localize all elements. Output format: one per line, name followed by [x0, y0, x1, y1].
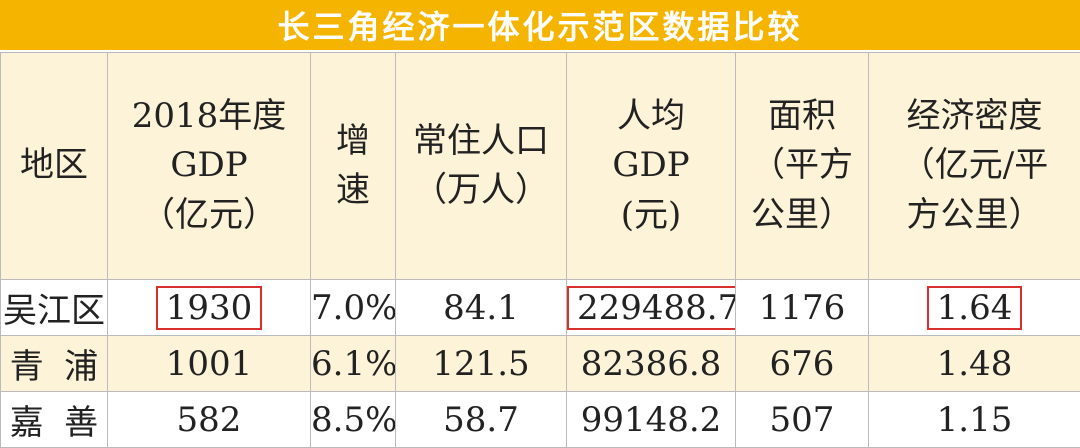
cell-text: 1176	[758, 287, 846, 328]
value-cell: 582	[107, 391, 311, 448]
value-cell: 1176	[735, 279, 869, 336]
cell-text: 嘉善	[9, 403, 98, 443]
header-cell: 地区	[0, 52, 108, 280]
cell-text: 99148.2	[580, 399, 722, 440]
header-cell: 2018年度 GDP （亿元）	[107, 52, 311, 280]
region-cell: 吴江区	[0, 279, 108, 336]
cell-text: 1001	[165, 343, 253, 384]
value-cell: 8.5%	[310, 391, 396, 448]
cell-text: 121.5	[432, 343, 530, 384]
header-line: GDP	[612, 145, 690, 186]
header-cell: 人均 GDP (元)	[566, 52, 736, 280]
data-row: 青浦 1001 6.1% 121.5 82386.8 676 1.48	[0, 335, 1080, 392]
cell-text: 507	[769, 399, 835, 440]
header-cell: 面积 （平方公里）	[735, 52, 869, 280]
value-cell: 1001	[107, 335, 311, 392]
value-cell: 229488.7	[566, 279, 736, 336]
cell-text: 1.64	[926, 285, 1023, 330]
value-cell: 507	[735, 391, 869, 448]
header-line: 面积	[768, 96, 836, 137]
cell-text: 582	[176, 399, 242, 440]
header-cell: 增速	[310, 52, 396, 280]
cell-text: 229488.7	[567, 285, 735, 330]
header-cell: 经济密度 （亿元/平方公里）	[868, 52, 1080, 280]
region-cell: 嘉善	[0, 391, 108, 448]
header-cell: 常住人口 （万人）	[395, 52, 567, 280]
value-cell: 99148.2	[566, 391, 736, 448]
value-cell: 1.64	[868, 279, 1080, 336]
cell-text: 7.0%	[311, 287, 396, 328]
data-table: 地区 2018年度 GDP （亿元）增速常住人口 （万人） 人均 GDP (元) 面积 （平方 公里…	[0, 52, 1080, 448]
cell-text: 84.1	[443, 287, 519, 328]
cell-text: 82386.8	[580, 343, 722, 384]
value-cell: 6.1%	[310, 335, 396, 392]
header-line: 方公里）	[906, 194, 1043, 235]
cell-text: 吴江区	[3, 291, 105, 331]
header-line: （万人）	[413, 170, 549, 210]
region-cell: 青浦	[0, 335, 108, 392]
header-line: （平方	[751, 145, 853, 186]
header-line: 常住人口	[413, 120, 549, 161]
value-cell: 7.0%	[310, 279, 396, 336]
header-line: 地区	[20, 145, 88, 186]
cell-text: 青浦	[9, 347, 98, 387]
cell-text: 8.5%	[311, 399, 396, 440]
title: 长三角经济一体化示范区数据比较	[0, 0, 1080, 52]
value-cell: 1930	[107, 279, 311, 336]
header-line: 人均	[617, 96, 685, 137]
header-line: (元)	[620, 194, 682, 235]
value-cell: 1.48	[868, 335, 1080, 392]
value-cell: 84.1	[395, 279, 567, 336]
header-line: 速	[336, 170, 370, 210]
data-row: 嘉善 582 8.5% 58.7 99148.2 507 1.15	[0, 391, 1080, 448]
data-row: 吴江区 1930 7.0% 84.1 229488.7 1176 1.64	[0, 279, 1080, 336]
value-cell: 58.7	[395, 391, 567, 448]
header-row: 地区 2018年度 GDP （亿元）增速常住人口 （万人） 人均 GDP (元) 面积 （平方 公里…	[0, 52, 1080, 280]
header-line: （亿元/平	[900, 145, 1049, 186]
value-cell: 82386.8	[566, 335, 736, 392]
header-line: 2018年度	[131, 96, 287, 137]
header-line: 公里）	[751, 194, 853, 235]
header-line: （亿元）	[141, 194, 277, 235]
header-line: 经济密度	[906, 96, 1043, 137]
header-line: 增	[336, 120, 370, 161]
header-line: GDP	[170, 145, 248, 186]
cell-text: 6.1%	[311, 343, 396, 384]
value-cell: 1.15	[868, 391, 1080, 448]
cell-text: 58.7	[443, 399, 519, 440]
cell-text: 1.15	[936, 399, 1013, 440]
value-cell: 121.5	[395, 335, 567, 392]
cell-text: 1930	[155, 285, 263, 330]
cell-text: 676	[769, 343, 835, 384]
value-cell: 676	[735, 335, 869, 392]
cell-text: 1.48	[936, 343, 1013, 384]
